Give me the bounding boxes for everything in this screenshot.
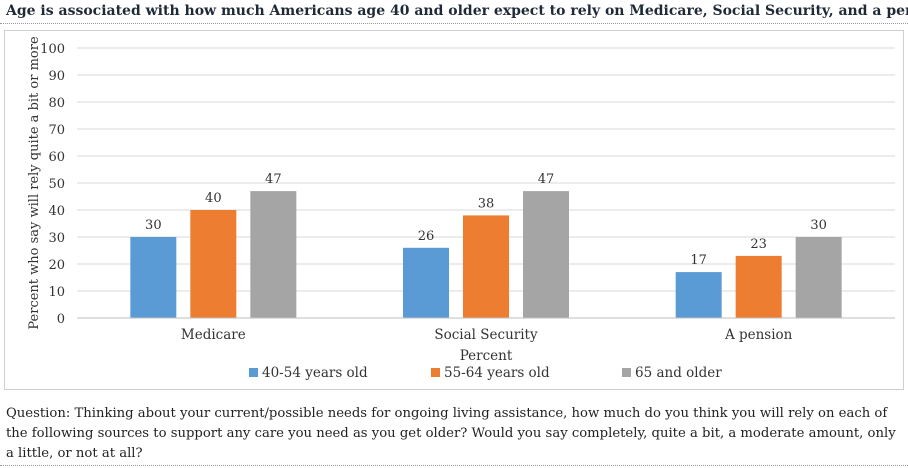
- data-label: 26: [418, 229, 435, 244]
- y-tick-label: 70: [48, 123, 65, 138]
- y-tick-label: 50: [48, 177, 65, 192]
- legend-label: 65 and older: [635, 365, 722, 381]
- data-label: 38: [478, 196, 495, 211]
- bar: [190, 210, 237, 318]
- legend-swatch: [622, 368, 631, 377]
- legend-swatch: [249, 368, 258, 377]
- y-tick-label: 10: [48, 285, 65, 300]
- x-tick-label: Social Security: [434, 327, 538, 343]
- data-label: 17: [690, 253, 707, 268]
- question-text: Question: Thinking about your current/po…: [6, 406, 896, 461]
- legend-label: 40-54 years old: [262, 365, 368, 381]
- y-tick-label: 100: [40, 42, 65, 57]
- bar: [795, 237, 842, 318]
- chart-title: Age is associated with how much American…: [6, 3, 908, 19]
- y-tick-label: 20: [48, 258, 65, 273]
- x-tick-label: Medicare: [181, 327, 246, 343]
- bar: [250, 191, 297, 318]
- data-label: 23: [750, 237, 767, 252]
- data-label: 30: [145, 218, 162, 233]
- y-tick-label: 90: [48, 69, 65, 84]
- y-tick-label: 60: [48, 150, 65, 165]
- bar: [463, 215, 509, 318]
- title-bar: Age is associated with how much American…: [0, 0, 908, 24]
- bottom-divider: [0, 465, 908, 466]
- bar: [403, 247, 449, 318]
- y-tick-label: 80: [48, 96, 65, 111]
- legend-label: 55-64 years old: [444, 365, 550, 381]
- data-label: 47: [265, 172, 282, 187]
- x-axis-label: Percent: [460, 348, 513, 364]
- bar: [130, 237, 177, 318]
- y-tick-label: 40: [48, 204, 65, 219]
- data-label: 40: [205, 191, 222, 206]
- legend-swatch: [431, 368, 440, 377]
- data-label: 47: [538, 172, 555, 187]
- bar: [675, 272, 722, 318]
- y-tick-label: 30: [48, 231, 65, 246]
- y-tick-label: 0: [57, 312, 65, 327]
- y-axis-label: Percent who say will rely quite a bit or…: [27, 36, 42, 330]
- bar: [735, 255, 782, 318]
- data-label: 30: [810, 218, 827, 233]
- x-tick-label: A pension: [724, 327, 793, 343]
- bar: [523, 191, 569, 318]
- chart-area: 0 10 20 30 40 50 60 70 80 90 100 Percent who say wi…: [4, 30, 904, 390]
